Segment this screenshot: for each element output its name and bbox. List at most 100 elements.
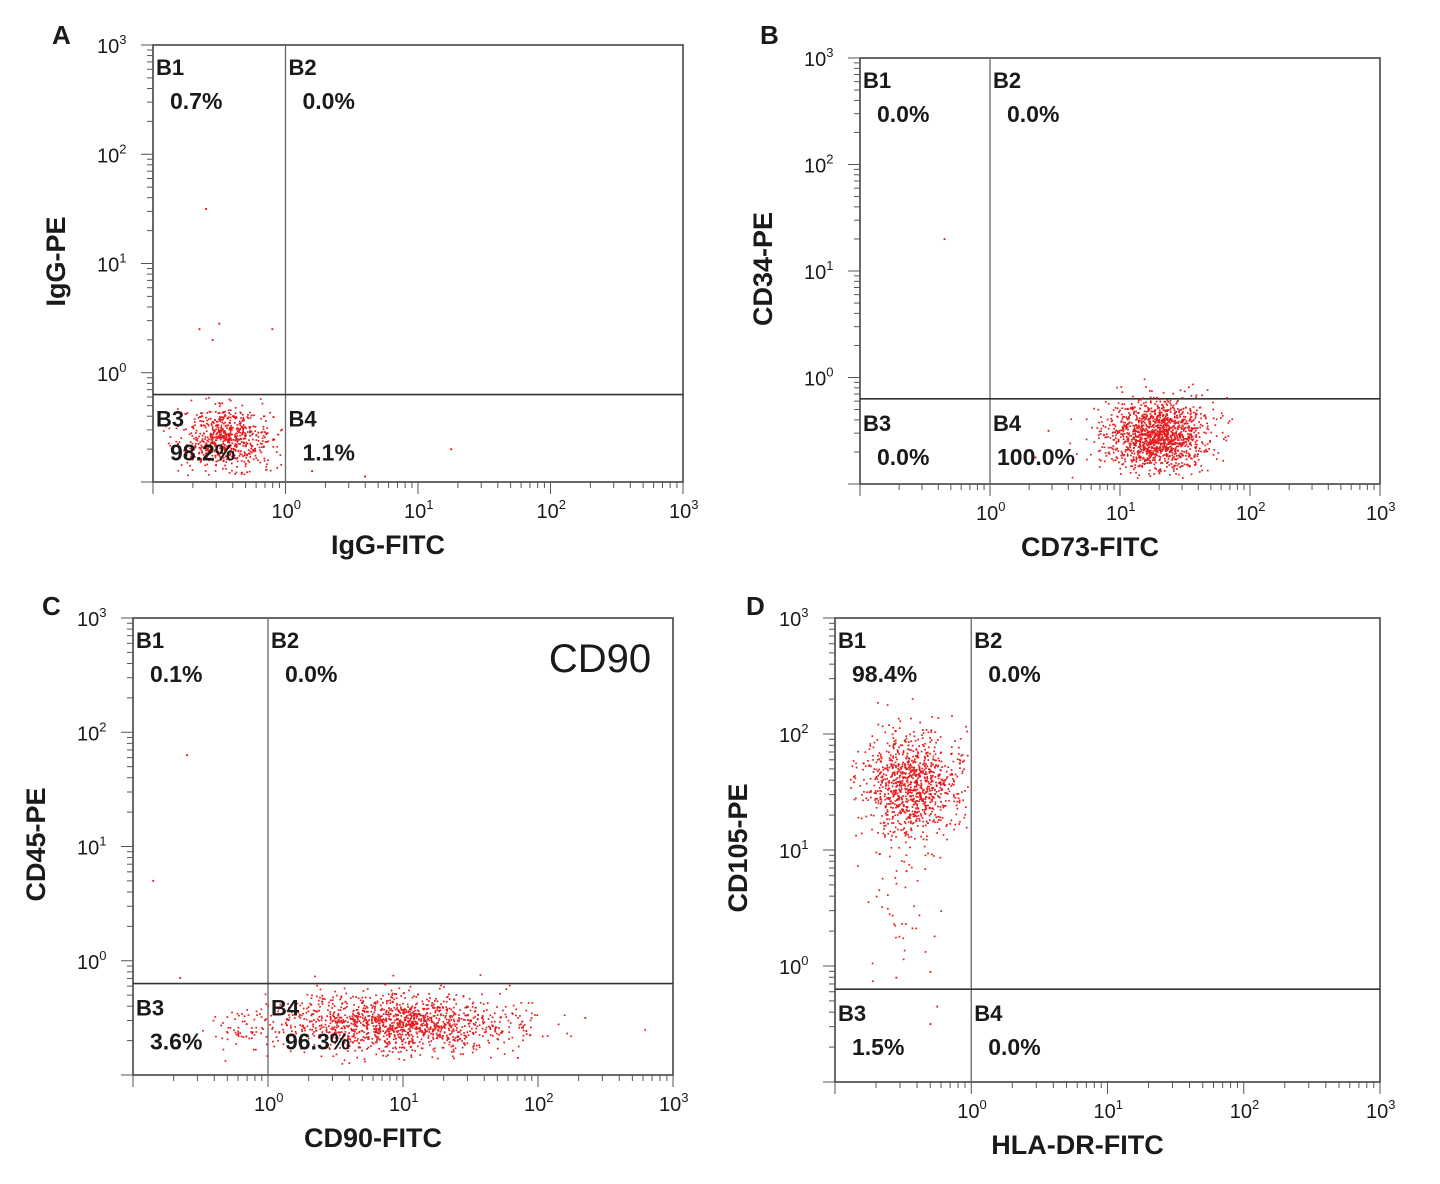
data-point — [228, 412, 230, 414]
data-point — [1107, 427, 1110, 430]
data-point — [928, 797, 930, 800]
data-point — [420, 1020, 422, 1022]
data-point — [258, 446, 261, 449]
data-point — [911, 744, 914, 747]
x-tick-label: 103 — [1366, 499, 1395, 525]
data-point — [373, 1031, 375, 1033]
data-point — [1181, 419, 1184, 421]
data-point — [228, 439, 230, 442]
data-point — [1119, 467, 1122, 470]
data-point — [244, 434, 246, 437]
data-point — [333, 1035, 335, 1037]
data-point — [201, 451, 203, 454]
data-point — [915, 784, 918, 786]
data-point — [1161, 462, 1164, 464]
data-point — [211, 438, 214, 440]
data-point — [915, 775, 917, 777]
data-point — [938, 760, 941, 762]
data-point — [875, 776, 877, 779]
data-point — [1172, 443, 1175, 446]
data-point — [929, 741, 932, 743]
data-point — [433, 1024, 436, 1027]
data-point — [1158, 437, 1160, 440]
data-point — [884, 787, 887, 790]
data-point — [885, 767, 887, 770]
data-point — [905, 737, 908, 740]
data-point — [1190, 435, 1193, 437]
data-point — [219, 420, 222, 423]
data-point — [861, 794, 863, 796]
data-point — [218, 412, 221, 414]
data-point — [1120, 421, 1122, 423]
data-point — [925, 752, 928, 755]
data-point — [1181, 419, 1183, 422]
data-point — [1150, 401, 1152, 404]
data-point — [221, 436, 224, 439]
data-point — [937, 717, 940, 719]
data-point — [1135, 458, 1138, 461]
data-point — [280, 463, 282, 466]
data-point — [217, 450, 220, 453]
data-point — [865, 782, 868, 785]
data-point — [1178, 433, 1180, 436]
data-point — [221, 1037, 224, 1040]
data-point — [1129, 450, 1132, 452]
data-point — [1139, 407, 1142, 410]
data-point — [1128, 448, 1130, 451]
data-point — [332, 1027, 335, 1030]
data-point — [910, 822, 912, 824]
data-point — [1142, 456, 1145, 459]
data-point — [244, 426, 246, 428]
data-point — [1127, 418, 1129, 421]
data-point — [905, 870, 908, 872]
data-point — [402, 1024, 405, 1026]
data-point — [375, 1027, 378, 1030]
x-axis-label: IgG-FITC — [331, 530, 445, 560]
data-point — [888, 818, 891, 821]
data-point — [233, 416, 235, 418]
data-point — [1156, 418, 1158, 421]
data-point — [286, 1010, 289, 1012]
data-point — [909, 783, 912, 786]
data-point — [522, 1039, 524, 1042]
data-point — [359, 1039, 362, 1042]
data-point — [1151, 459, 1154, 462]
data-point — [1139, 438, 1142, 440]
data-point — [1153, 420, 1156, 423]
data-point — [246, 1009, 248, 1011]
data-point — [1189, 454, 1191, 457]
panel-letter: A — [52, 20, 71, 50]
data-point — [1164, 417, 1166, 419]
data-point — [390, 1008, 392, 1010]
data-point — [363, 1010, 366, 1012]
data-point — [896, 773, 899, 775]
data-point — [200, 449, 203, 452]
data-point — [254, 454, 257, 457]
data-point — [890, 806, 892, 809]
data-point — [383, 1008, 385, 1011]
data-point — [422, 1016, 425, 1018]
data-point — [397, 1018, 399, 1020]
data-point — [457, 1035, 460, 1038]
data-point — [1164, 424, 1167, 427]
data-point — [399, 1036, 401, 1039]
data-point — [901, 782, 904, 784]
data-point — [494, 1030, 497, 1033]
data-point — [388, 1042, 391, 1045]
data-point — [272, 1021, 275, 1023]
data-point — [1151, 410, 1154, 413]
data-point — [398, 1022, 401, 1025]
data-point — [234, 434, 236, 437]
data-point — [1130, 454, 1132, 457]
data-point — [1143, 416, 1146, 418]
data-point — [525, 1030, 528, 1033]
data-point — [250, 1031, 253, 1033]
data-point — [191, 435, 194, 437]
data-point — [264, 431, 266, 433]
data-point — [434, 1047, 436, 1050]
data-point — [255, 1010, 258, 1013]
data-point — [920, 784, 923, 786]
data-point — [444, 1024, 447, 1026]
data-point — [195, 442, 197, 445]
data-point — [1167, 428, 1170, 430]
